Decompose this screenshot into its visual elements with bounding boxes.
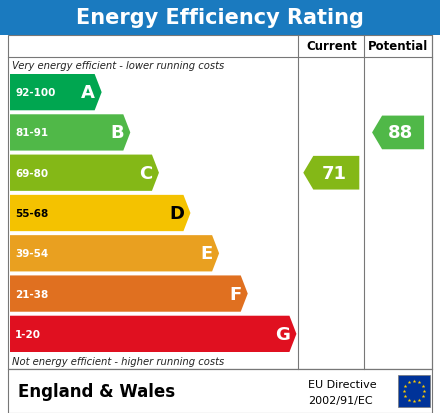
Bar xyxy=(8,36,432,369)
Text: 88: 88 xyxy=(388,124,413,142)
Polygon shape xyxy=(10,75,102,111)
Text: EU Directive: EU Directive xyxy=(308,380,377,389)
Polygon shape xyxy=(10,115,130,151)
Text: 55-68: 55-68 xyxy=(15,209,48,218)
Text: 1-20: 1-20 xyxy=(15,329,41,339)
Text: Energy Efficiency Rating: Energy Efficiency Rating xyxy=(76,8,364,28)
Polygon shape xyxy=(372,116,424,150)
Polygon shape xyxy=(10,195,191,232)
Text: 21-38: 21-38 xyxy=(15,289,48,299)
Text: 69-80: 69-80 xyxy=(15,169,48,178)
Text: C: C xyxy=(139,164,152,182)
Text: A: A xyxy=(81,84,95,102)
Text: 39-54: 39-54 xyxy=(15,249,48,259)
Text: E: E xyxy=(200,244,213,263)
Text: 92-100: 92-100 xyxy=(15,88,55,98)
Text: 71: 71 xyxy=(321,164,346,182)
Polygon shape xyxy=(10,235,219,272)
Text: 2002/91/EC: 2002/91/EC xyxy=(308,395,373,405)
Text: Potential: Potential xyxy=(368,40,428,53)
Text: Not energy efficient - higher running costs: Not energy efficient - higher running co… xyxy=(12,356,224,366)
Polygon shape xyxy=(10,276,248,312)
Text: Current: Current xyxy=(306,40,357,53)
Text: England & Wales: England & Wales xyxy=(18,382,175,400)
Bar xyxy=(0,0,440,36)
Bar xyxy=(8,369,432,413)
Text: B: B xyxy=(110,124,124,142)
Text: 81-91: 81-91 xyxy=(15,128,48,138)
Text: Very energy efficient - lower running costs: Very energy efficient - lower running co… xyxy=(12,61,224,71)
Polygon shape xyxy=(303,157,359,190)
Text: F: F xyxy=(229,285,241,303)
Text: D: D xyxy=(169,204,184,223)
Polygon shape xyxy=(10,155,159,191)
Polygon shape xyxy=(10,316,297,352)
Text: G: G xyxy=(275,325,290,343)
Bar xyxy=(398,375,430,407)
